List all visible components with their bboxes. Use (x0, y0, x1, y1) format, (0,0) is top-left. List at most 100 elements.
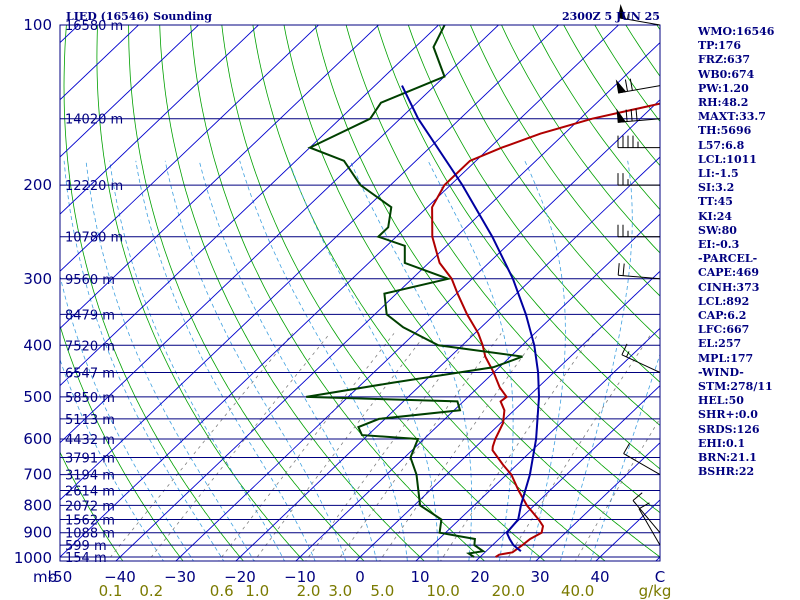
moist-adiabat (164, 160, 347, 561)
isotherm (60, 25, 500, 444)
mixing-ratio-label: 3.0 (328, 582, 352, 600)
moist-adiabat (60, 273, 194, 561)
height-label: 1088 m (65, 527, 115, 542)
moist-adiabat (109, 160, 285, 561)
dry-adiabat (438, 25, 660, 340)
temperature-tick-label: -50 (48, 568, 73, 586)
dry-adiabat (60, 324, 184, 561)
index-item: TT:45 (698, 195, 733, 209)
pressure-tick-label: 900 (23, 524, 52, 542)
wind-barb-feather (638, 502, 650, 510)
index-item: CAPE:469 (698, 266, 759, 280)
dry-adiabat (221, 25, 546, 561)
mixing-ratio-label: 1.0 (245, 582, 269, 600)
sounding-profiles (306, 25, 660, 558)
wind-barb-half-feather (626, 351, 630, 358)
mixing-ratio-label: 5.0 (370, 582, 394, 600)
dry-adiabat (314, 25, 660, 514)
pressure-tick-label: 300 (23, 270, 52, 288)
wind-barb-feather (622, 263, 625, 276)
index-item: BRN:21.1 (698, 451, 757, 465)
dry-adiabat (63, 25, 244, 561)
index-item: TH:5696 (698, 124, 752, 138)
moist-adiabat (135, 160, 316, 561)
index-item: CAP:6.2 (698, 309, 747, 323)
wind-barb-shaft (638, 508, 661, 546)
parcel-line (401, 85, 541, 552)
dry-adiabat (469, 25, 660, 297)
mixing-ratio-unit-label: g/kg (639, 582, 672, 600)
mixing-ratio-label: 0.6 (210, 582, 234, 600)
wind-barb-feather (625, 109, 628, 122)
height-label: 7520 m (65, 339, 115, 354)
wind-barb-feather (635, 108, 638, 121)
dewpoint-line (306, 25, 523, 558)
moist-adiabat (590, 353, 660, 561)
mixing-ratio-line (379, 333, 540, 561)
index-item: EI:-0.3 (698, 238, 740, 252)
dry-adiabat (159, 25, 425, 561)
mixing-ratio-line (147, 333, 331, 561)
mixing-ratio-label: 20.0 (492, 582, 525, 600)
pressure-tick-label: 500 (23, 388, 52, 406)
wind-barb-feather (630, 109, 633, 122)
index-item: LFC:667 (698, 323, 750, 337)
valid-time: 2300Z 5 JUN 25 (562, 10, 660, 23)
mixing-ratio-label: 10.0 (426, 582, 459, 600)
isotherm (0, 13, 31, 568)
isotherm (535, 442, 660, 561)
index-item: LI:-1.5 (698, 167, 739, 181)
chart-title: LIED (16546) Sounding (66, 10, 212, 23)
wind-barb-feather (632, 492, 643, 501)
height-label: 3791 m (65, 451, 115, 466)
index-item: -PARCEL- (698, 252, 758, 266)
mixing-ratio-label: 40.0 (561, 582, 594, 600)
dry-adiabat (60, 451, 124, 561)
dry-adiabat (128, 25, 365, 561)
mixing-ratio-label: 0.2 (139, 582, 163, 600)
mixing-ratio-line (253, 333, 427, 561)
index-item: KI:24 (698, 209, 733, 223)
isotherm (60, 25, 380, 330)
index-item: PW:1.20 (698, 81, 749, 95)
moist-adiabat (349, 160, 473, 561)
pressure-tick-label: 700 (23, 466, 52, 484)
height-label: 12220 m (65, 179, 123, 194)
pressure-tick-label: 400 (23, 336, 52, 354)
index-item: L57:6.8 (698, 138, 745, 152)
height-label: 599 m (65, 539, 107, 554)
temperature-line (431, 102, 660, 558)
index-item: MAXT:33.7 (698, 110, 766, 124)
index-item: -WIND- (698, 365, 744, 379)
wind-barb-shaft (632, 500, 661, 534)
dry-adiabat (190, 25, 486, 561)
mixing-ratio-line (106, 333, 294, 561)
index-item: SHR+:0.0 (698, 408, 758, 422)
height-label: 4432 m (65, 433, 115, 448)
height-label: 1562 m (65, 513, 115, 528)
height-label: 5850 m (65, 391, 115, 406)
mixing-ratio-label: 0.1 (99, 582, 123, 600)
height-label: 16580 m (65, 19, 123, 34)
dry-adiabat (501, 25, 660, 254)
moist-adiabat (288, 160, 439, 561)
wind-barb-feather (623, 442, 631, 454)
isotherm (355, 270, 660, 561)
pressure-tick-label: 1000 (14, 549, 52, 567)
height-label: 154 m (65, 551, 107, 566)
isotherm (295, 213, 660, 561)
wind-barb-shaft (621, 354, 661, 373)
height-label: 8479 m (65, 308, 115, 323)
wind-barb-shaft (623, 453, 661, 476)
wind-barb-shaft (618, 274, 661, 280)
wind-barb-feather (617, 263, 620, 276)
dry-adiabat (407, 25, 660, 383)
index-item: BSHR:22 (698, 465, 755, 479)
height-label: 14020 m (65, 113, 123, 128)
isotherm (415, 327, 660, 561)
pressure-tick-label: 100 (23, 16, 52, 34)
wind-barb-feather (629, 78, 633, 91)
dry-adiabat (283, 25, 660, 558)
mixing-ratio-line (574, 417, 660, 561)
